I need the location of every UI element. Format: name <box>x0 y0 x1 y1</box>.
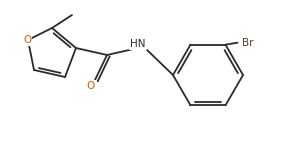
Text: Br: Br <box>242 38 253 48</box>
Text: HN: HN <box>130 39 146 49</box>
Text: O: O <box>87 81 95 91</box>
Text: O: O <box>23 35 31 45</box>
